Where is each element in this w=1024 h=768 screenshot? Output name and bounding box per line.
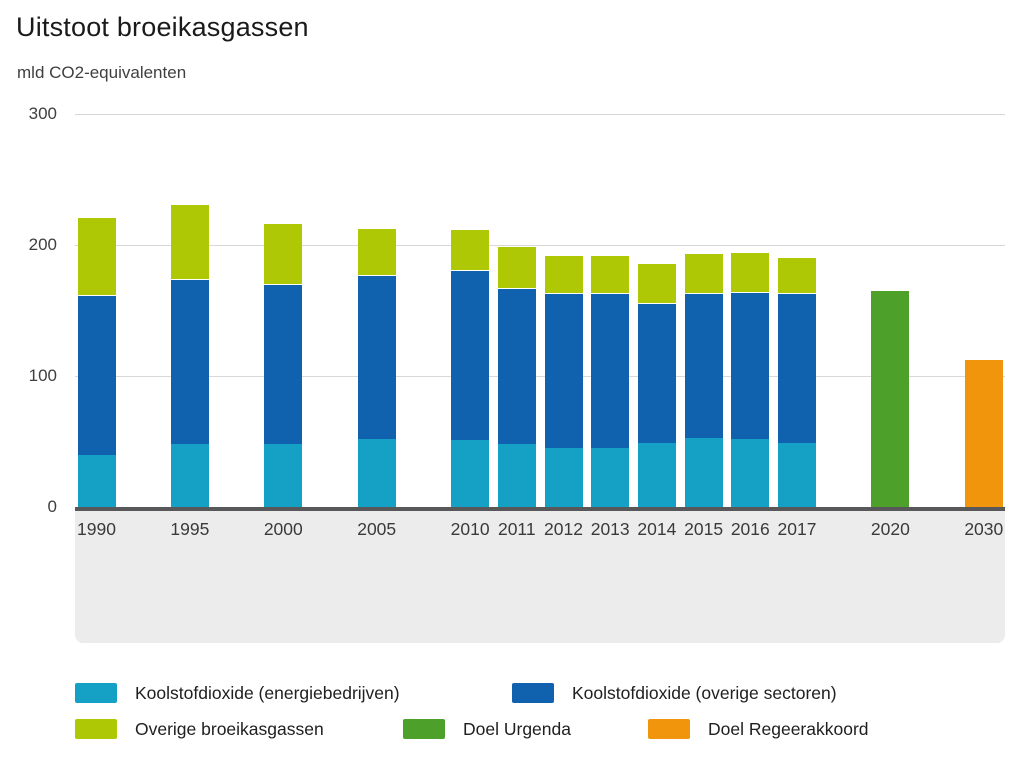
x-axis-label-2011: 2011	[497, 519, 536, 539]
bar-2010-koolstofdioxide-overige-sectoren[interactable]	[451, 269, 490, 441]
legend-label-koolstofdioxide-energiebedrijven: Koolstofdioxide (energiebedrijven)	[135, 682, 400, 703]
legend-swatch-doel-urgenda[interactable]	[403, 719, 445, 739]
bar-2012-koolstofdioxide-energiebedrijven[interactable]	[544, 448, 583, 507]
bar-2017-koolstofdioxide-overige-sectoren[interactable]	[778, 293, 816, 443]
bar-2005-koolstofdioxide-energiebedrijven[interactable]	[357, 438, 396, 507]
bar-2011-overige-broeikasgassen[interactable]	[497, 246, 536, 289]
legend-item-doel-urgenda[interactable]: Doel Urgenda	[403, 718, 571, 740]
bar-2014-koolstofdioxide-energiebedrijven[interactable]	[637, 442, 676, 507]
bar-1990-overige-broeikasgassen[interactable]	[77, 217, 116, 295]
x-axis-line	[75, 507, 1005, 511]
legend-label-overige-broeikasgassen: Overige broeikasgassen	[135, 718, 324, 739]
x-axis-label-2017: 2017	[777, 519, 817, 539]
bar-2015-overige-broeikasgassen[interactable]	[684, 252, 723, 294]
bar-1995-koolstofdioxide-overige-sectoren[interactable]	[170, 279, 209, 445]
bar-1990-koolstofdioxide-energiebedrijven[interactable]	[77, 454, 116, 507]
gridline-300	[75, 113, 1005, 115]
y-axis-tick-label-0: 0	[47, 497, 57, 516]
bar-2017-overige-broeikasgassen[interactable]	[778, 256, 816, 294]
bar-2015-koolstofdioxide-overige-sectoren[interactable]	[684, 293, 723, 438]
bar-2016-koolstofdioxide-energiebedrijven[interactable]	[731, 438, 770, 507]
x-axis-label-2030: 2030	[964, 519, 1004, 539]
legend-item-overige-broeikasgassen[interactable]: Overige broeikasgassen	[75, 718, 324, 740]
y-axis-tick-label-200: 200	[28, 235, 57, 254]
bar-2016-koolstofdioxide-overige-sectoren[interactable]	[731, 292, 770, 439]
legend-item-koolstofdioxide-energiebedrijven[interactable]: Koolstofdioxide (energiebedrijven)	[75, 682, 400, 704]
bar-2014-overige-broeikasgassen[interactable]	[637, 263, 676, 303]
bar-2030-doel-regeerakkoord[interactable]	[964, 360, 1003, 507]
legend-label-koolstofdioxide-overige-sectoren: Koolstofdioxide (overige sectoren)	[572, 682, 837, 703]
bar-2020-doel-urgenda[interactable]	[871, 290, 910, 507]
bar-2014-koolstofdioxide-overige-sectoren[interactable]	[637, 302, 676, 443]
x-axis-label-1995: 1995	[170, 519, 210, 539]
bar-2013-overige-broeikasgassen[interactable]	[591, 255, 630, 294]
bar-2010-koolstofdioxide-energiebedrijven[interactable]	[451, 440, 490, 507]
bar-2012-overige-broeikasgassen[interactable]	[544, 255, 583, 294]
legend-label-doel-urgenda: Doel Urgenda	[463, 718, 571, 739]
bar-2011-koolstofdioxide-overige-sectoren[interactable]	[497, 288, 536, 445]
bar-2017-koolstofdioxide-energiebedrijven[interactable]	[778, 442, 816, 507]
bar-2013-koolstofdioxide-overige-sectoren[interactable]	[591, 293, 630, 449]
bar-2015-koolstofdioxide-energiebedrijven[interactable]	[684, 437, 723, 507]
x-axis-label-1990: 1990	[77, 519, 116, 539]
x-axis-label-2000: 2000	[263, 519, 303, 539]
x-axis-label-2015: 2015	[684, 519, 724, 539]
bar-2013-koolstofdioxide-energiebedrijven[interactable]	[591, 448, 630, 507]
x-axis-label-2020: 2020	[870, 519, 910, 539]
legend-swatch-koolstofdioxide-energiebedrijven[interactable]	[75, 683, 117, 703]
bar-2010-overige-broeikasgassen[interactable]	[451, 229, 490, 270]
legend-swatch-doel-regeerakkoord[interactable]	[648, 719, 690, 739]
legend-label-doel-regeerakkoord: Doel Regeerakkoord	[708, 718, 869, 739]
bar-2000-koolstofdioxide-energiebedrijven[interactable]	[264, 444, 303, 507]
bar-2011-koolstofdioxide-energiebedrijven[interactable]	[497, 444, 536, 507]
x-axis-label-2012: 2012	[544, 519, 583, 539]
x-axis-band	[75, 511, 1005, 643]
bar-2005-koolstofdioxide-overige-sectoren[interactable]	[357, 275, 396, 439]
bar-2016-overige-broeikasgassen[interactable]	[731, 251, 770, 293]
x-axis-label-2005: 2005	[357, 519, 397, 539]
x-axis-label-2010: 2010	[450, 519, 490, 539]
bar-2005-overige-broeikasgassen[interactable]	[357, 227, 396, 276]
legend-swatch-overige-broeikasgassen[interactable]	[75, 719, 117, 739]
bar-1995-koolstofdioxide-energiebedrijven[interactable]	[170, 444, 209, 507]
bar-2012-koolstofdioxide-overige-sectoren[interactable]	[544, 293, 583, 449]
x-axis-label-2016: 2016	[730, 519, 770, 539]
bar-1990-koolstofdioxide-overige-sectoren[interactable]	[77, 294, 116, 455]
bar-1995-overige-broeikasgassen[interactable]	[170, 204, 209, 280]
x-axis-label-2014: 2014	[637, 519, 677, 539]
x-axis-label-2013: 2013	[590, 519, 630, 539]
legend-item-doel-regeerakkoord[interactable]: Doel Regeerakkoord	[648, 718, 869, 740]
legend-item-koolstofdioxide-overige-sectoren[interactable]: Koolstofdioxide (overige sectoren)	[512, 682, 837, 704]
bar-2000-koolstofdioxide-overige-sectoren[interactable]	[264, 284, 303, 445]
y-axis-tick-label-100: 100	[28, 366, 57, 385]
y-axis-tick-label-300: 300	[28, 104, 57, 123]
gridline-200	[75, 244, 1005, 246]
bar-2000-overige-broeikasgassen[interactable]	[264, 222, 303, 285]
chart-title: Uitstoot broeikasgassen	[16, 12, 309, 42]
chart-subtitle: mld CO2-equivalenten	[17, 63, 187, 82]
gridline-100	[75, 375, 1005, 377]
legend-swatch-koolstofdioxide-overige-sectoren[interactable]	[512, 683, 554, 703]
